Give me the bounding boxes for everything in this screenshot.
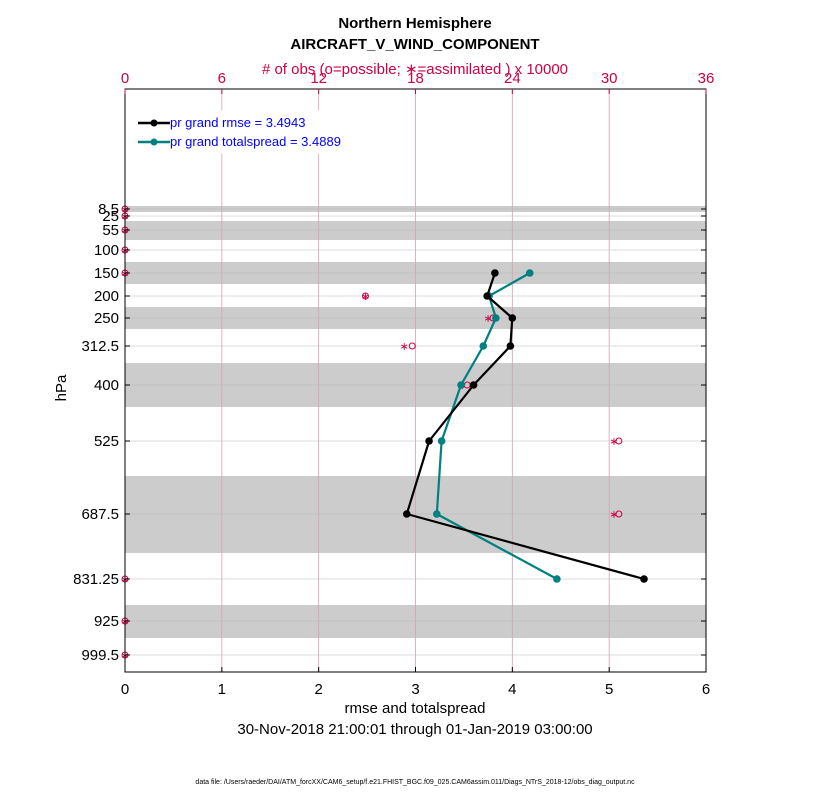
y-tick-label-55: 55 [102, 222, 119, 239]
obs-possible-marker [615, 510, 623, 518]
legend-spread-text: pr grand totalspread = 3.4889 [170, 134, 341, 149]
x-tick-label-1: 1 [218, 681, 226, 698]
y-tick-label-999.5: 999.5 [81, 647, 119, 664]
rmse-point [402, 510, 411, 518]
legend-rmse-text: pr grand rmse = 3.4943 [170, 115, 306, 130]
date-range-label: 30-Nov-2018 21:00:01 through 01-Jan-2019… [237, 721, 592, 738]
top-tick-label-36: 36 [698, 70, 715, 87]
footnote: data file: /Users/raeder/DAI/ATM_forcXX/… [195, 779, 635, 786]
legend: pr grand rmse = 3.4943 pr grand totalspr… [130, 110, 371, 154]
x-tick-label-4: 4 [508, 681, 516, 698]
top-tick-label-12: 12 [310, 70, 327, 87]
legend-rmse-marker [150, 119, 158, 127]
top-tick-label-6: 6 [218, 70, 226, 87]
y-tick-label-400: 400 [94, 377, 119, 394]
totalspread-point [553, 575, 561, 583]
obs-assimilated-marker: ∗ [361, 291, 370, 303]
totalspread-point [433, 510, 441, 518]
y-tick-label-525: 525 [94, 433, 119, 450]
rmse-point [506, 342, 515, 350]
rmse-point [469, 381, 478, 389]
top-tick-label-0: 0 [121, 70, 129, 87]
rmse-point [491, 269, 499, 277]
vertical-gridlines [125, 89, 706, 672]
y-tick-label-831.25: 831.25 [73, 571, 119, 588]
totalspread-point [457, 381, 465, 389]
y-tick-label-200: 200 [94, 288, 119, 305]
top-tick-label-18: 18 [407, 70, 424, 87]
top-axis-label: # of obs (o=possible; ∗=assimilated ) x … [262, 61, 568, 78]
x-tick-label-6: 6 [702, 681, 710, 698]
rmse-line [405, 272, 645, 581]
y-axis-label: hPa [53, 374, 70, 401]
y-tick-label-25: 25 [102, 208, 119, 225]
obs-possible-marker [361, 292, 369, 300]
rmse-point [508, 314, 517, 322]
axis-ticks: 0 1 2 3 4 5 60 6 12 18 24 30 368.5255510015020025031… [73, 70, 714, 698]
top-tick-label-30: 30 [601, 70, 618, 87]
series-lines [402, 269, 648, 583]
y-tick-label-687.5: 687.5 [81, 506, 119, 523]
totalspread-point [525, 269, 534, 277]
x-tick-label-2: 2 [314, 681, 322, 698]
totalspread-point [479, 342, 488, 350]
y-tick-label-925: 925 [94, 613, 119, 630]
obs-assimilated-marker: ∗ [400, 341, 409, 353]
rmse-point [640, 575, 648, 583]
obs-assimilated-marker: ∗ [609, 436, 618, 448]
legend-box [130, 110, 371, 154]
obs-possible-marker [615, 437, 623, 445]
top-tick-label-24: 24 [504, 70, 521, 87]
x-tick-label-3: 3 [411, 681, 419, 698]
obs-possible-marker [408, 342, 416, 350]
chart-subtitle: AIRCRAFT_V_WIND_COMPONENT [290, 36, 539, 53]
totalspread-point [492, 314, 500, 322]
legend-spread-marker [150, 138, 158, 146]
obs-assimilated-marker: ∗ [609, 509, 618, 521]
y-tick-label-100: 100 [94, 242, 119, 259]
x-tick-label-5: 5 [605, 681, 613, 698]
obs-assimilated-marker: ∗ [484, 313, 493, 325]
y-tick-label-8.5: 8.5 [98, 201, 119, 218]
rmse-point [425, 437, 433, 445]
y-tick-label-250: 250 [94, 310, 119, 327]
totalspread-point [437, 437, 446, 445]
rmse-point [483, 292, 491, 300]
x-axis-label: rmse and totalspread [345, 700, 486, 717]
y-tick-label-150: 150 [94, 265, 119, 282]
x-tick-label-0: 0 [121, 681, 129, 698]
y-tick-label-312.5: 312.5 [81, 338, 119, 355]
chart-title: Northern Hemisphere [338, 15, 491, 32]
